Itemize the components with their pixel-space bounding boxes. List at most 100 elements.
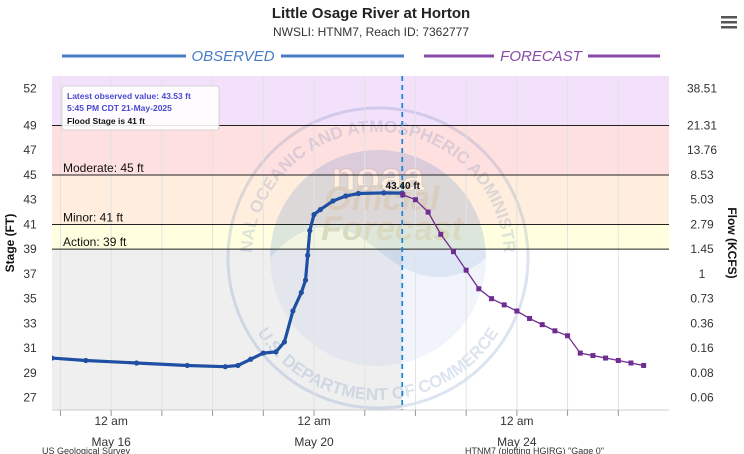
time-axis-ticks: 12 am May 16 12 am May 20 12 am May 24 bbox=[52, 409, 669, 449]
band-observed-normal bbox=[52, 249, 403, 410]
stage-tick-label: 39 bbox=[23, 242, 37, 256]
flow-tick-label: 0.73 bbox=[690, 292, 714, 306]
forecast-point bbox=[628, 360, 634, 366]
forecast-header-label: FORECAST bbox=[500, 48, 584, 65]
flow-tick-label: 0.36 bbox=[690, 316, 714, 330]
hamburger-menu-icon[interactable] bbox=[720, 14, 738, 30]
tooltip-latest-value: Latest observed value: 43.53 ft bbox=[67, 91, 191, 101]
stage-tick-label: 43 bbox=[23, 193, 37, 207]
series-layer bbox=[52, 76, 647, 410]
flow-tick-label: 13.76 bbox=[687, 143, 717, 157]
date-tick-label: May 20 bbox=[294, 435, 334, 449]
observed-point bbox=[302, 277, 309, 283]
time-tick-label: 12 am bbox=[94, 414, 127, 428]
flood-stage-label-action: Action: 39 ft bbox=[63, 235, 127, 249]
stage-tick-label: 47 bbox=[23, 143, 37, 157]
forecast-point bbox=[603, 355, 609, 361]
forecast-header: FORECAST bbox=[424, 48, 660, 65]
band-action bbox=[52, 224, 669, 250]
observed-point bbox=[343, 193, 349, 199]
observed-point bbox=[281, 339, 288, 345]
observed-point bbox=[317, 207, 323, 213]
observed-point bbox=[260, 350, 266, 356]
chart-subtitle: NWSLI: HTNM7, Reach ID: 7362777 bbox=[273, 25, 469, 39]
date-tick-label: May 16 bbox=[91, 435, 131, 449]
forecast-point bbox=[590, 353, 596, 359]
chart-title: Little Osage River at Horton bbox=[272, 5, 470, 22]
watermark-word-forecast: Forecast bbox=[321, 210, 464, 248]
observed-point bbox=[330, 198, 336, 204]
flow-tick-label: 1.45 bbox=[690, 242, 714, 256]
observed-point bbox=[235, 362, 241, 369]
plot-overlay: Moderate: 45 ft Minor: 41 ft Action: 39 ft… bbox=[63, 161, 421, 249]
flow-axis-title: Flow (KCFS) bbox=[725, 207, 739, 278]
observed-point bbox=[133, 360, 140, 366]
stage-axis-ticks: 27 29 31 33 35 37 39 41 43 45 47 49 52 bbox=[23, 81, 37, 404]
tooltip-latest-time: 5:45 PM CDT 21-May-2025 bbox=[67, 103, 172, 113]
time-tick-label: 12 am bbox=[297, 414, 330, 428]
flow-tick-label: 8.53 bbox=[690, 168, 714, 182]
flow-tick-label: 1 bbox=[699, 267, 706, 281]
flood-stage-label-moderate: Moderate: 45 ft bbox=[63, 161, 144, 175]
watermark-word-noaa: noaa bbox=[331, 155, 425, 199]
observed-point bbox=[307, 228, 313, 234]
observed-header-label: OBSERVED bbox=[191, 48, 274, 65]
forecast-point bbox=[565, 333, 571, 339]
footer-plotting-note: HTNM7 (plotting HGIRG) "Gage 0" bbox=[465, 446, 604, 454]
stage-tick-label: 52 bbox=[23, 81, 37, 95]
forecast-point bbox=[450, 249, 456, 255]
forecast-point bbox=[527, 315, 533, 321]
flow-tick-label: 5.03 bbox=[690, 193, 714, 207]
forecast-point bbox=[577, 350, 583, 356]
stage-tick-label: 29 bbox=[23, 366, 37, 380]
forecast-point bbox=[641, 362, 647, 368]
stage-tick-label: 33 bbox=[23, 316, 37, 330]
observed-point bbox=[83, 357, 89, 364]
time-tick-label: 12 am bbox=[500, 414, 533, 428]
stage-tick-label: 27 bbox=[23, 391, 37, 405]
forecast-point bbox=[438, 231, 444, 237]
stage-tick-label: 45 bbox=[23, 168, 37, 182]
stage-tick-label: 35 bbox=[23, 292, 37, 306]
stage-tick-label: 49 bbox=[23, 118, 37, 132]
observed-point bbox=[298, 289, 304, 296]
observed-point bbox=[52, 355, 55, 361]
forecast-point bbox=[615, 358, 621, 364]
flow-tick-label: 0.06 bbox=[690, 391, 714, 405]
date-tick-label: May 24 bbox=[497, 435, 537, 449]
x-gridlines bbox=[59, 76, 619, 410]
forecast-point bbox=[489, 296, 495, 302]
stage-axis-title: Stage (FT) bbox=[3, 214, 17, 273]
observed-point bbox=[311, 211, 317, 218]
observed-header: OBSERVED bbox=[62, 48, 404, 65]
flow-tick-label: 38.51 bbox=[687, 81, 717, 95]
observed-point bbox=[184, 362, 190, 369]
forecast-point bbox=[425, 209, 431, 215]
flood-category-bands bbox=[52, 76, 669, 410]
observed-point bbox=[290, 308, 296, 314]
observed-point bbox=[381, 190, 387, 196]
forecast-point bbox=[412, 197, 418, 203]
observed-series-line bbox=[52, 191, 403, 369]
flood-stage-label-minor: Minor: 41 ft bbox=[63, 210, 124, 224]
forecast-peak-label: 43.40 ft bbox=[386, 181, 421, 192]
forecast-point bbox=[501, 302, 507, 308]
flow-axis-ticks: 0.06 0.08 0.16 0.36 0.73 1 1.45 2.79 5.03 8.53 13.… bbox=[687, 81, 717, 404]
forecast-point bbox=[539, 322, 545, 328]
flow-tick-label: 21.31 bbox=[687, 118, 717, 132]
tooltip-flood-stage: Flood Stage is 41 ft bbox=[67, 116, 145, 126]
observed-point bbox=[305, 252, 311, 258]
observed-point bbox=[273, 349, 279, 355]
forecast-point bbox=[400, 192, 406, 198]
stage-tick-label: 41 bbox=[23, 217, 37, 231]
forecast-point bbox=[476, 286, 482, 292]
forecast-point bbox=[552, 328, 558, 334]
flow-tick-label: 2.79 bbox=[690, 217, 714, 231]
observed-point bbox=[355, 190, 361, 197]
band-moderate bbox=[52, 125, 669, 175]
flow-tick-label: 0.16 bbox=[690, 341, 714, 355]
latest-value-tooltip: Latest observed value: 43.53 ft 5:45 PM … bbox=[61, 85, 220, 131]
band-minor bbox=[52, 174, 669, 225]
footer-source: US Geological Survey bbox=[42, 446, 131, 454]
